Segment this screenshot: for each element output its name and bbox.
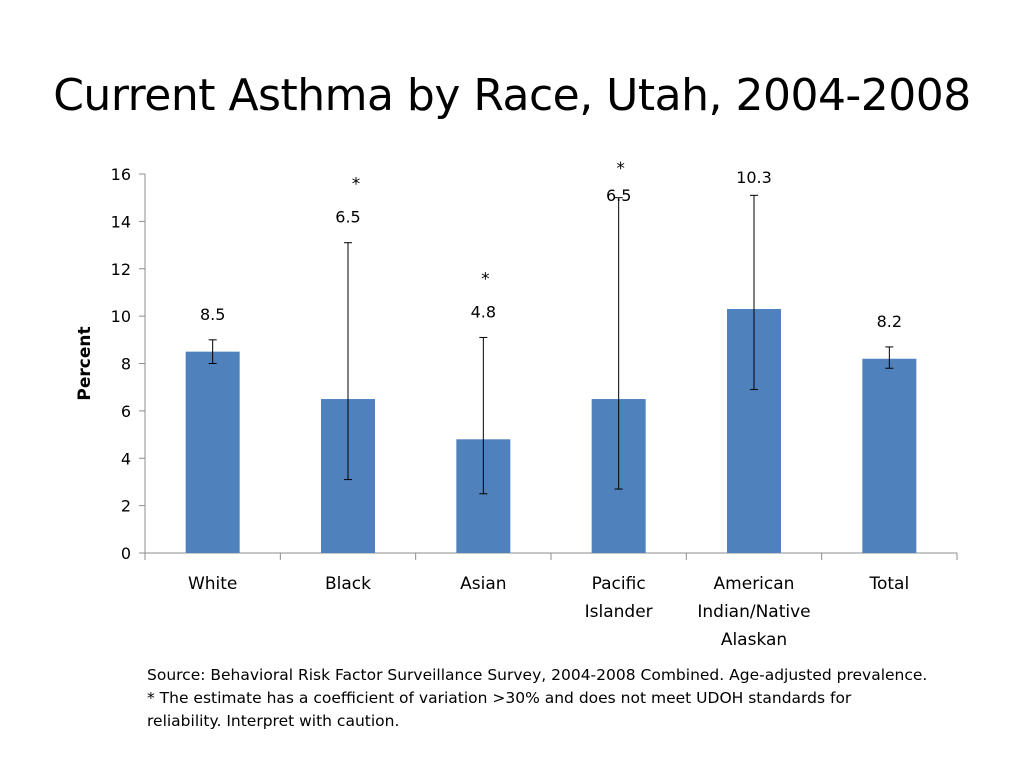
source-line: reliability. Interpret with caution.	[147, 712, 400, 730]
y-tick-label: 2	[121, 497, 131, 516]
y-tick-label: 12	[111, 260, 131, 279]
bar	[185, 351, 240, 553]
bar-chart: 0 2 4 6 8 10 12 14 16 Percent 8.5 White 6.5 * Black 4.8…	[75, 159, 958, 650]
caution-flag: *	[481, 269, 490, 289]
chart-axes	[139, 173, 958, 560]
y-axis-label: Percent	[75, 326, 95, 400]
x-tick-label: Islander	[585, 602, 653, 622]
source-note: Source: Behavioral Risk Factor Surveilla…	[147, 664, 967, 733]
x-tick-label: American	[714, 574, 795, 594]
bar	[862, 358, 917, 553]
chart-error-bars	[208, 194, 894, 495]
source-line: Source: Behavioral Risk Factor Surveilla…	[147, 666, 928, 684]
x-tick-label: White	[188, 574, 237, 594]
data-label: 6.5	[335, 208, 360, 227]
y-tick-label: 8	[121, 355, 131, 374]
x-tick-label: Alaskan	[721, 630, 787, 650]
caution-flag: *	[616, 159, 625, 179]
caution-flag: *	[352, 175, 361, 195]
x-tick-label: Indian/Native	[697, 602, 810, 622]
data-label: 10.3	[736, 168, 772, 187]
x-tick-label: Total	[868, 574, 909, 594]
y-tick-label: 0	[121, 544, 131, 563]
data-label: 8.5	[200, 305, 225, 324]
y-tick-label: 14	[111, 212, 131, 231]
y-tick-label: 16	[111, 165, 131, 184]
chart-labels: 0 2 4 6 8 10 12 14 16 Percent 8.5 White 6.5 * Black 4.8…	[75, 159, 909, 650]
data-label: 4.8	[471, 302, 496, 321]
x-tick-label: Pacific	[592, 574, 646, 594]
source-line: * The estimate has a coefficient of vari…	[147, 689, 852, 707]
y-tick-label: 6	[121, 402, 131, 421]
y-tick-label: 10	[111, 307, 131, 326]
x-tick-label: Asian	[460, 574, 506, 594]
data-label: 8.2	[877, 312, 902, 331]
slide-title: Current Asthma by Race, Utah, 2004-2008	[53, 70, 971, 121]
data-label: 6.5	[606, 186, 631, 205]
x-tick-label: Black	[325, 574, 371, 594]
y-tick-label: 4	[121, 449, 131, 468]
chart-bars	[185, 309, 917, 553]
